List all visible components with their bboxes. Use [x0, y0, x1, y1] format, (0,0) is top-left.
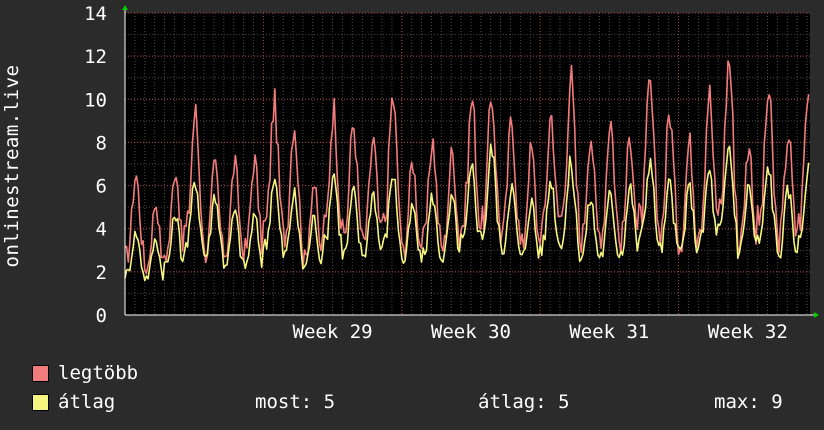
y-tick-label: 14	[84, 3, 107, 25]
stat-most: most: 5	[255, 391, 336, 413]
x-axis-arrow	[814, 312, 819, 318]
y-tick-label: 10	[84, 89, 107, 111]
legend-label-legtobb: legtöbb	[58, 362, 139, 384]
y-axis-label-container: onlinestream.live	[0, 0, 24, 430]
legend-swatch-legtobb	[32, 365, 49, 382]
series-line-atlag	[124, 143, 810, 282]
y-tick-label: 2	[96, 262, 107, 284]
x-tick-label: Week 30	[431, 321, 511, 343]
x-tick-label: Week 29	[293, 321, 373, 343]
x-tick-label: Week 32	[708, 321, 788, 343]
stat-atlag: átlag: 5	[478, 391, 570, 413]
y-tick-label: 6	[96, 176, 107, 198]
y-tick-label: 4	[96, 219, 107, 241]
y-tick-label: 0	[96, 305, 107, 327]
y-tick-label: 12	[84, 46, 107, 68]
legend-swatch-atlag	[32, 394, 49, 411]
stat-max: max: 9	[714, 391, 783, 413]
x-tick-label: Week 31	[569, 321, 649, 343]
y-tick-label: 8	[96, 132, 107, 154]
y-axis-arrow	[122, 5, 128, 10]
legend-label-atlag: átlag	[58, 391, 116, 413]
y-axis-label: onlinestream.live	[1, 64, 23, 268]
